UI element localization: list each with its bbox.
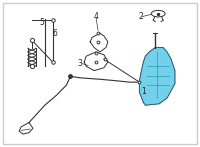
Text: 6: 6 <box>52 29 57 38</box>
Text: 2: 2 <box>138 12 143 21</box>
Text: 1: 1 <box>141 87 146 96</box>
Text: 4: 4 <box>94 12 98 21</box>
Text: 5: 5 <box>39 18 44 27</box>
Text: 3: 3 <box>78 59 83 68</box>
Polygon shape <box>139 47 175 105</box>
